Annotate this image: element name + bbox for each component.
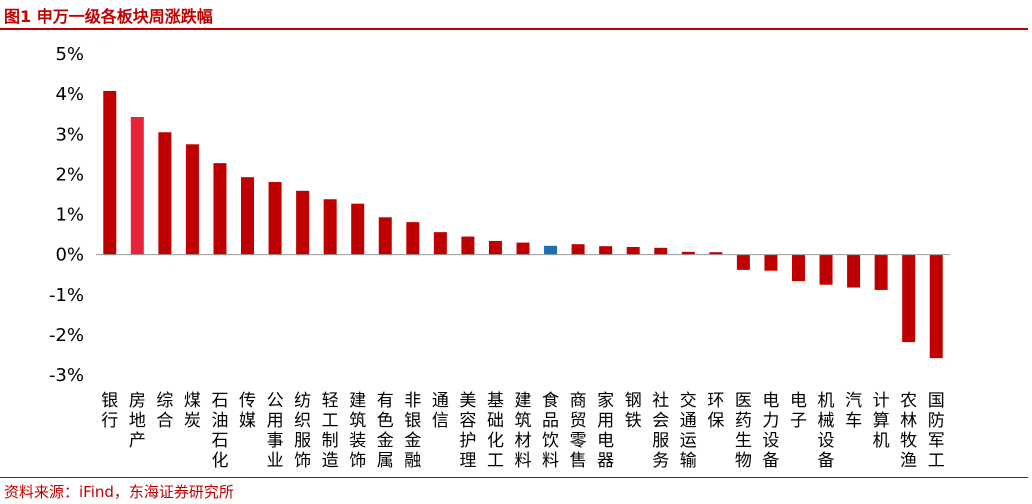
x-tick-label: 非银金融 [404, 391, 421, 471]
x-tick-label: 电子 [790, 391, 807, 431]
x-tick-label: 国防军工 [928, 391, 945, 471]
figure-title: 图1 申万一级各板块周涨跌幅 [4, 7, 213, 26]
y-tick-label: 2% [55, 164, 84, 185]
x-tick-label: 通信 [432, 391, 449, 431]
bar-石油石化 [213, 163, 227, 255]
bar-有色金属 [378, 217, 392, 255]
bar-食品饮料 [544, 245, 558, 255]
bar-美容护理 [461, 236, 475, 255]
bar-传媒 [241, 177, 255, 255]
bar-基础化工 [488, 240, 502, 255]
y-tick-label: 5% [55, 44, 84, 65]
bar-商贸零售 [571, 244, 585, 255]
x-tick-label: 医药生物 [735, 391, 752, 471]
bar-公用事业 [268, 181, 282, 255]
x-tick-label: 电力设备 [762, 391, 779, 471]
y-tick-label: 3% [55, 124, 84, 145]
bar-钢铁 [626, 247, 640, 255]
x-tick-label: 煤炭 [184, 391, 201, 431]
source-divider [0, 477, 1028, 478]
x-tick-label: 房地产 [129, 391, 146, 451]
bar-医药生物 [736, 254, 750, 270]
x-tick-label: 交通运输 [680, 391, 697, 471]
bar-电力设备 [764, 254, 778, 271]
x-tick-label: 基础化工 [487, 391, 504, 471]
x-axis-labels: 银行房地产综合煤炭石油石化传媒公用事业纺织服饰轻工制造建筑装饰有色金属非银金融通… [101, 391, 944, 471]
bar-农林牧渔 [902, 254, 916, 343]
bar-国防军工 [929, 254, 943, 359]
bar-通信 [433, 232, 447, 255]
bar-轻工制造 [323, 199, 337, 255]
x-tick-label: 美容护理 [459, 391, 476, 471]
bars [103, 90, 943, 359]
y-axis: 5% 4% 3% 2% 1% 0% -1% -2% -3% [49, 44, 84, 386]
x-tick-label: 机械设备 [818, 391, 835, 471]
bar-汽车 [847, 254, 861, 288]
bar-建筑装饰 [351, 203, 365, 255]
title-divider [0, 28, 1028, 30]
y-tick-label: 4% [55, 84, 84, 105]
x-tick-label: 社会服务 [652, 391, 669, 471]
bar-计算机 [874, 254, 888, 290]
x-tick-label: 家用电器 [597, 391, 614, 471]
x-tick-label: 传媒 [239, 391, 256, 431]
x-tick-label: 建筑装饰 [349, 391, 366, 471]
bar-环保 [709, 252, 723, 255]
bar-房地产 [130, 116, 144, 255]
bar-机械设备 [819, 254, 833, 285]
y-tick-label: 1% [55, 205, 84, 226]
bar-电子 [791, 254, 805, 282]
x-tick-label: 商贸零售 [570, 391, 587, 471]
bar-银行 [103, 90, 117, 255]
bar-chart: 5% 4% 3% 2% 1% 0% -1% -2% -3% 银行房地产综合煤炭石油石化传媒公用事… [49, 44, 950, 471]
y-tick-label: -2% [49, 325, 84, 346]
x-tick-label: 综合 [156, 391, 173, 431]
x-tick-label: 汽车 [845, 391, 862, 431]
source-note: 资料来源：iFind，东海证券研究所 [4, 483, 234, 501]
x-tick-label: 环保 [707, 391, 724, 431]
y-tick-label: 0% [55, 245, 84, 266]
x-tick-label: 纺织服饰 [294, 391, 311, 471]
x-tick-label: 银行 [101, 391, 118, 431]
bar-煤炭 [185, 144, 199, 255]
bar-交通运输 [681, 251, 695, 255]
x-tick-label: 轻工制造 [322, 391, 339, 471]
bar-家用电器 [599, 246, 613, 255]
x-tick-label: 建筑材料 [515, 391, 532, 471]
y-tick-label: -1% [49, 285, 84, 306]
x-tick-label: 有色金属 [377, 391, 394, 471]
x-tick-label: 食品饮料 [542, 391, 559, 471]
y-tick-label: -3% [49, 365, 84, 386]
bar-综合 [158, 132, 172, 255]
bar-建筑材料 [516, 242, 530, 255]
x-tick-label: 石油石化 [211, 391, 228, 471]
x-tick-label: 计算机 [873, 391, 890, 451]
bar-纺织服饰 [296, 190, 310, 255]
bar-非银金融 [406, 222, 420, 255]
bar-社会服务 [654, 247, 668, 255]
x-tick-label: 农林牧渔 [900, 391, 917, 471]
x-tick-label: 钢铁 [625, 391, 642, 431]
x-tick-label: 公用事业 [267, 391, 284, 471]
